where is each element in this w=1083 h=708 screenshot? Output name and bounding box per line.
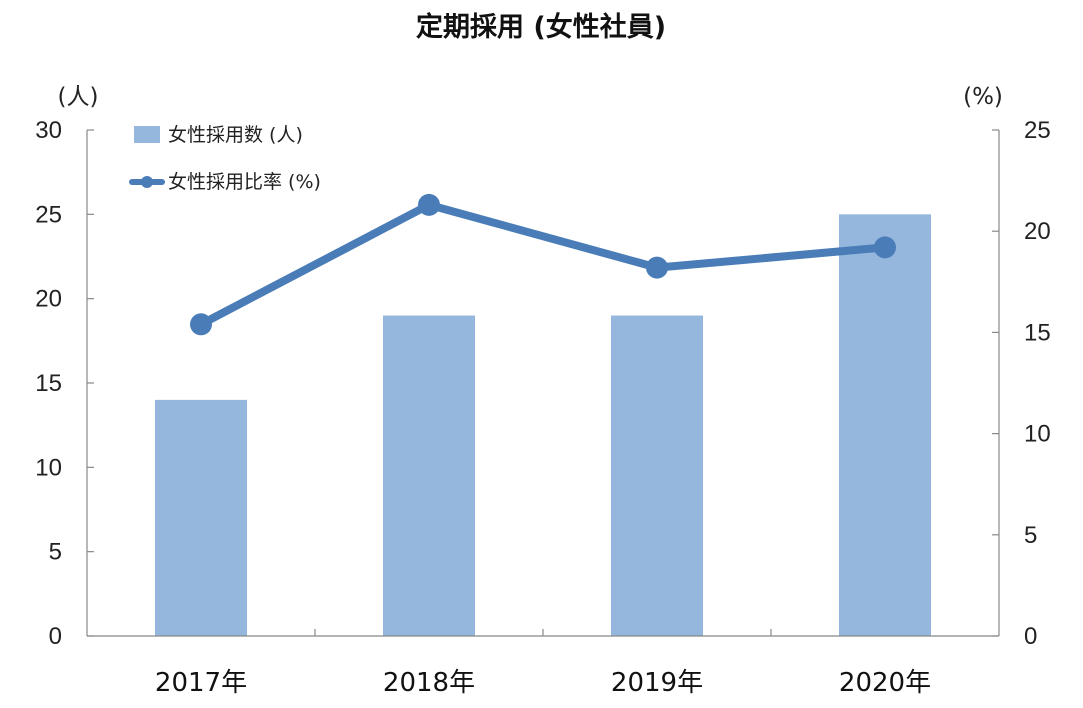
right-tick-label: 15 [1024, 319, 1051, 346]
line-point-2017年 [190, 313, 212, 336]
labels-layer: 0 5 10 15 20 25 30 0 5 10 15 20 25 2017年 2018年 2019年 202… [35, 117, 1050, 698]
bar-2018年 [383, 315, 475, 636]
line-point-2018年 [418, 193, 440, 216]
bar-2017年 [155, 399, 247, 636]
x-tick-label: 2020年 [839, 668, 931, 698]
right-tick-label: 20 [1024, 218, 1051, 245]
right-tick-label: 0 [1024, 623, 1037, 650]
x-tick-label: 2017年 [155, 668, 247, 698]
left-tick-label: 0 [49, 623, 62, 650]
legend-bar-label: 女性採用数 (人) [168, 124, 303, 146]
bars-layer [155, 214, 931, 637]
legend-bar-swatch [134, 126, 160, 143]
bar-2020年 [839, 214, 931, 637]
left-tick-label: 25 [35, 201, 62, 228]
axes-layer [86, 129, 1000, 637]
left-tick-label: 5 [49, 539, 62, 566]
line-series-path [197, 200, 889, 329]
x-tick-label: 2018年 [383, 668, 475, 698]
right-tick-label: 5 [1024, 522, 1037, 549]
line-series-layer [190, 193, 896, 336]
x-tick-label: 2019年 [611, 668, 703, 698]
left-axis-unit: (人) [58, 84, 99, 110]
chart-title: 定期採用 (女性社員) [416, 11, 666, 43]
left-tick-label: 10 [35, 454, 62, 481]
left-tick-label: 15 [35, 370, 62, 397]
right-tick-label: 10 [1024, 421, 1051, 448]
right-axis-unit: (%) [963, 84, 1003, 110]
bar-2019年 [611, 315, 703, 636]
line-point-2020年 [874, 236, 896, 259]
line-point-2019年 [646, 256, 668, 279]
legend: 女性採用数 (人) 女性採用比率 (%) [129, 124, 321, 193]
right-tick-label: 25 [1024, 117, 1051, 144]
left-tick-label: 30 [35, 117, 62, 144]
legend-line-marker [141, 176, 153, 188]
legend-line-label: 女性採用比率 (%) [168, 171, 321, 193]
left-tick-label: 20 [35, 286, 62, 313]
